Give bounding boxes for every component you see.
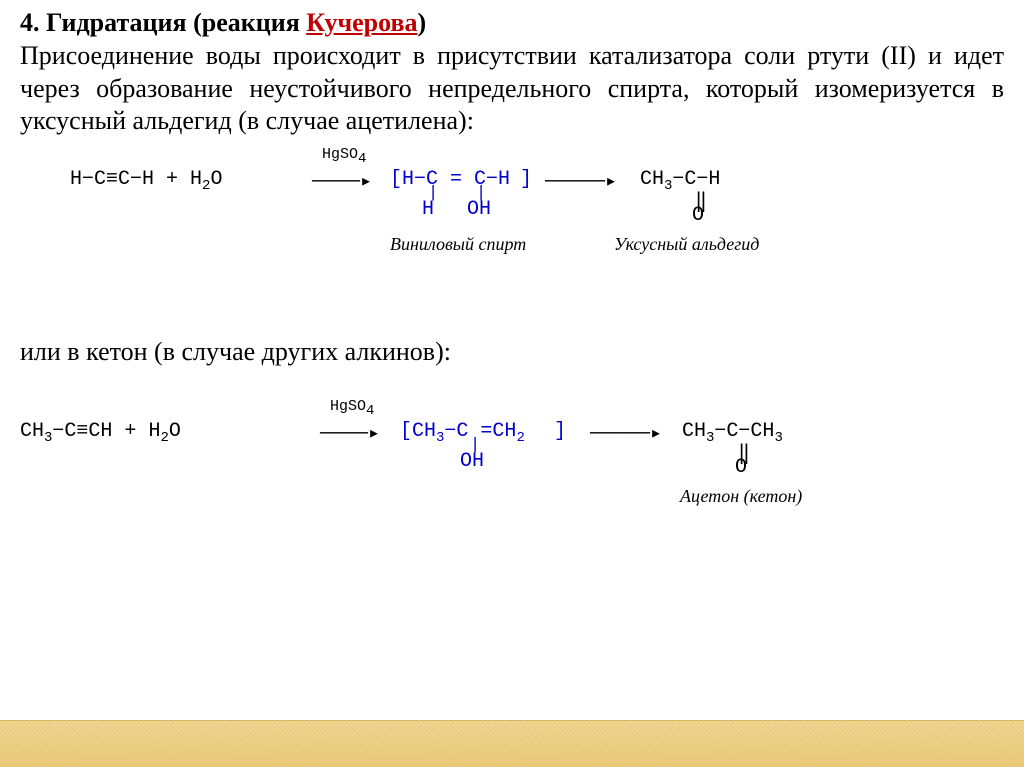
heading-red: Кучерова <box>306 8 417 37</box>
product2-oxygen: O <box>735 456 747 479</box>
arrow-2b: ─────▸ <box>590 420 662 446</box>
paragraph-2: или в кетон (в случае других алкинов): <box>20 336 1004 369</box>
reaction2-lhs: CH3−C≡CH + H2O <box>20 420 181 446</box>
intermediate2-oh: OH <box>460 450 484 473</box>
product: CH3−C−H <box>640 168 720 194</box>
heading-close: ) <box>418 8 427 37</box>
intermediate2-open: [ <box>400 420 412 443</box>
product-oxygen: O <box>692 204 704 227</box>
catalyst-label-2: HgSO4 <box>330 398 374 419</box>
arrow-2: ─────▸ <box>545 168 617 194</box>
intermediate-body: H−C = C−H <box>402 168 510 191</box>
heading-number: 4. <box>20 8 40 37</box>
intermediate-h: H <box>422 198 434 221</box>
paragraph-1: Присоединение воды происходит в присутст… <box>20 40 1004 138</box>
reaction-1: HgSO4 H−C≡C−H + H2O ────▸ [ H−C = C−H ] … <box>20 146 1004 296</box>
catalyst-label: HgSO4 <box>322 146 366 167</box>
intermediate2-close: ] <box>554 420 566 443</box>
product2: CH3−C−CH3 <box>682 420 783 446</box>
intermediate-oh: OH <box>467 198 491 221</box>
caption-intermediate: Виниловый спирт <box>390 234 526 255</box>
arrow-1: ────▸ <box>312 168 372 194</box>
caption-product: Уксусный альдегид <box>614 234 759 255</box>
section-heading: 4. Гидратация (реакция Кучерова) <box>20 8 1004 38</box>
reaction-2: HgSO4 CH3−C≡CH + H2O ────▸ [ CH3−C =CH2 … <box>20 398 1004 558</box>
heading-open: (реакция <box>193 8 300 37</box>
heading-word: Гидратация <box>46 8 187 37</box>
caption-product2: Ацетон (кетон) <box>680 486 802 507</box>
reaction-lhs: H−C≡C−H + H2O <box>70 168 222 194</box>
footer-decoration <box>0 720 1024 767</box>
arrow-1b: ────▸ <box>320 420 380 446</box>
intermediate2-body: CH3−C =CH2 <box>412 420 525 446</box>
intermediate-open: [ <box>390 168 402 191</box>
intermediate-close: ] <box>520 168 532 191</box>
